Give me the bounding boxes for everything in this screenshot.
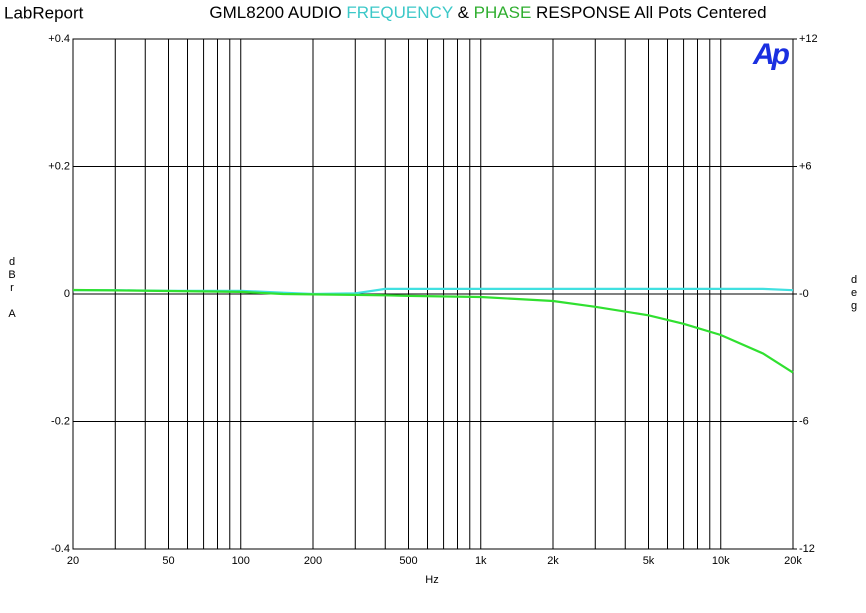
y2-tick-label: -6 (799, 415, 809, 427)
chart-title: GML8200 AUDIO FREQUENCY & PHASE RESPONSE… (209, 3, 766, 22)
title-part: FREQUENCY (346, 3, 452, 22)
title-part: & (458, 3, 470, 22)
x-tick-label: 20k (784, 555, 802, 567)
series-line (72, 288, 794, 374)
title-part: RESPONSE All Pots Centered (536, 3, 767, 22)
x-tick-label: 200 (304, 555, 322, 567)
y-tick-label: +0.4 (48, 33, 70, 45)
x-tick-label: 500 (399, 555, 417, 567)
y2-tick-label: +6 (799, 160, 812, 172)
x-tick-label: 10k (712, 555, 730, 567)
y-tick-label: -0.4 (51, 543, 70, 555)
header: LabReport (4, 3, 84, 22)
x-axis-label: Hz (425, 574, 438, 586)
y-tick-label: 0 (64, 288, 70, 300)
x-tick-label: 50 (162, 555, 174, 567)
y2-tick-label: -12 (799, 543, 815, 555)
title-part: GML8200 AUDIO (209, 3, 341, 22)
title-part: PHASE (474, 3, 532, 22)
x-tick-label: 2k (547, 555, 559, 567)
y-tick-label: +0.2 (48, 160, 70, 172)
x-tick-label: 1k (475, 555, 487, 567)
x-tick-label: 100 (232, 555, 250, 567)
y2-tick-label: -0 (799, 288, 809, 300)
x-tick-label: 5k (643, 555, 655, 567)
y-tick-label: -0.2 (51, 415, 70, 427)
y2-tick-label: +12 (799, 33, 818, 45)
x-tick-label: 20 (67, 555, 79, 567)
plot-border (72, 38, 794, 550)
logo: Ap (752, 38, 790, 71)
